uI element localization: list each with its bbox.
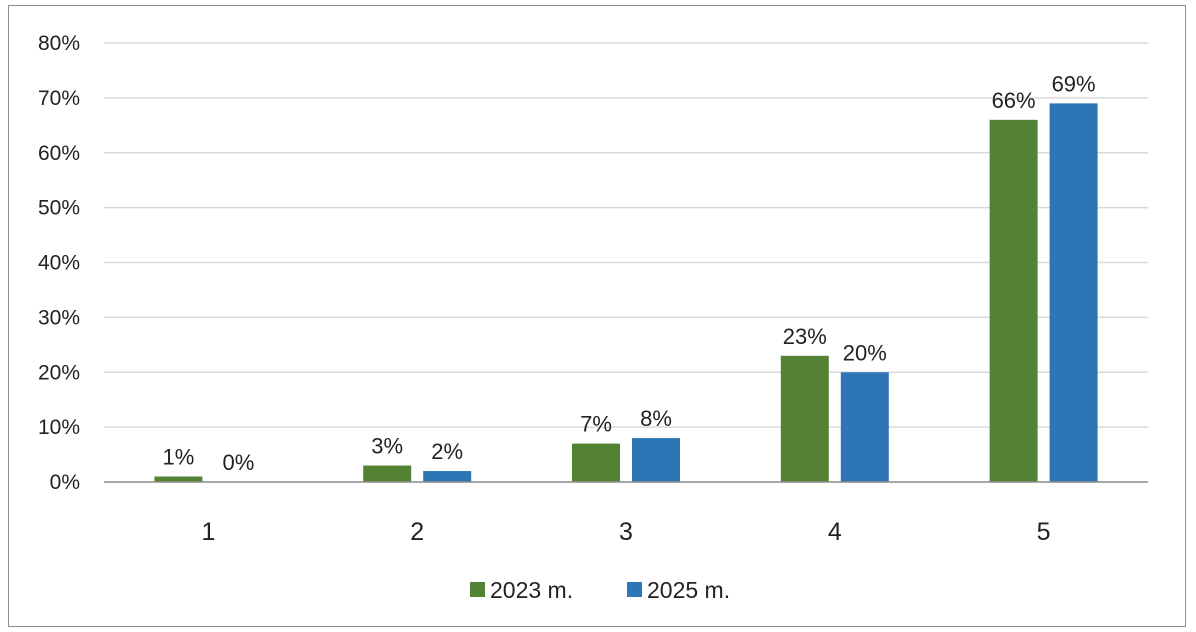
data-label: 2% [431,439,463,464]
data-label: 20% [843,340,887,365]
x-tick-label: 3 [619,518,633,546]
y-tick-label: 50% [38,197,80,220]
bars [154,103,1098,483]
data-label: 69% [1052,71,1096,96]
x-tick-label: 2 [410,518,424,546]
data-label: 3% [371,434,403,459]
bar-series2-cat4 [840,372,889,482]
legend-label: 2025 m. [647,577,730,603]
y-tick-label: 80% [38,32,80,55]
y-tick-label: 70% [38,87,80,110]
bar-series2-cat5 [1049,103,1098,483]
legend-label: 2023 m. [490,577,573,603]
axis-ticks: 0% 10% 20% 30% 40% 50% 60% 70% 80% 1 2 3 4 5 [38,32,1051,546]
gridlines [104,42,1148,428]
legend-swatch [627,582,642,597]
y-tick-label: 40% [38,252,80,275]
legend-swatch [470,582,485,597]
y-tick-label: 30% [38,306,80,329]
data-label: 23% [783,324,827,349]
data-label: 7% [580,412,612,437]
data-label: 8% [640,406,672,431]
y-tick-label: 20% [38,361,80,384]
legend: 2023 m. 2025 m. [470,577,730,603]
data-label: 0% [223,450,255,475]
bar-series1-cat3 [572,443,620,482]
data-labels: 1% 0% 3% 2% 7% 8% 23% 20% 66% 69% [163,71,1096,475]
data-label: 66% [992,88,1036,113]
y-tick-label: 0% [50,471,80,494]
data-label: 1% [163,445,195,470]
bar-series2-cat2 [423,471,472,482]
y-tick-label: 10% [38,416,80,439]
bar-series1-cat2 [363,465,412,482]
bar-series1-cat4 [780,355,829,482]
y-tick-label: 60% [38,142,80,165]
bar-series1-cat1 [154,476,203,482]
bar-series2-cat3 [632,438,680,482]
bar-series1-cat5 [989,119,1038,482]
x-tick-label: 1 [201,518,215,546]
x-tick-label: 5 [1037,518,1051,546]
x-tick-label: 4 [828,518,842,546]
